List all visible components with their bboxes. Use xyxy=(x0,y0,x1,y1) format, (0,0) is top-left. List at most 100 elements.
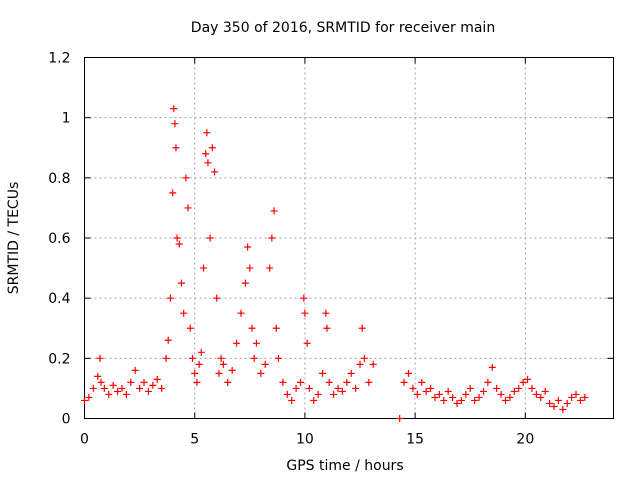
data-point-marker xyxy=(164,336,172,344)
data-point-marker xyxy=(519,378,527,386)
data-point-marker xyxy=(510,387,518,395)
data-point-marker xyxy=(193,378,201,386)
data-point-marker xyxy=(466,384,474,392)
y-axis-label: SRMTID / TECUs xyxy=(6,182,22,295)
data-point-marker xyxy=(169,189,177,197)
data-point-marker xyxy=(170,105,178,113)
data-point-marker xyxy=(532,390,540,398)
data-points xyxy=(81,105,589,422)
data-point-marker xyxy=(435,390,443,398)
data-point-marker xyxy=(252,339,260,347)
data-point-marker xyxy=(233,339,241,347)
data-point-marker xyxy=(211,168,219,176)
data-point-marker xyxy=(358,324,366,332)
data-point-marker xyxy=(330,390,338,398)
data-point-marker xyxy=(319,369,327,377)
data-point-marker xyxy=(89,384,97,392)
data-point-marker xyxy=(206,234,214,242)
data-point-marker xyxy=(274,354,282,362)
data-point-marker xyxy=(122,390,130,398)
data-point-marker xyxy=(303,339,311,347)
data-point-marker xyxy=(334,384,342,392)
data-point-marker xyxy=(462,390,470,398)
data-point-marker xyxy=(501,396,509,404)
data-point-marker xyxy=(237,309,245,317)
data-point-marker xyxy=(114,387,122,395)
data-point-marker xyxy=(369,360,377,368)
data-point-marker xyxy=(94,372,102,380)
data-point-marker xyxy=(431,393,439,401)
data-point-marker xyxy=(177,279,185,287)
data-point-marker xyxy=(457,396,465,404)
data-point-marker xyxy=(453,399,461,407)
data-point-marker xyxy=(479,387,487,395)
data-point-marker xyxy=(493,384,501,392)
data-point-marker xyxy=(283,390,291,398)
data-point-marker xyxy=(162,354,170,362)
data-point-marker xyxy=(405,369,413,377)
plot-frame xyxy=(84,57,614,419)
data-point-marker xyxy=(314,390,322,398)
data-point-marker xyxy=(184,204,192,212)
data-point-marker xyxy=(217,354,225,362)
data-point-marker xyxy=(488,363,496,371)
data-point-marker xyxy=(541,387,549,395)
data-point-marker xyxy=(246,264,254,272)
data-point-marker xyxy=(200,264,208,272)
y-tick-label: 0.4 xyxy=(48,291,70,307)
data-point-marker xyxy=(497,390,505,398)
data-point-marker xyxy=(257,369,265,377)
data-point-marker xyxy=(241,279,249,287)
data-point-marker xyxy=(559,405,567,413)
data-point-marker xyxy=(396,415,404,422)
data-point-marker xyxy=(409,384,417,392)
data-point-marker xyxy=(85,393,93,401)
data-point-marker xyxy=(250,354,258,362)
data-point-marker xyxy=(471,396,479,404)
data-point-marker xyxy=(554,396,562,404)
data-point-marker xyxy=(444,387,452,395)
data-point-marker xyxy=(158,384,166,392)
data-point-marker xyxy=(515,384,523,392)
data-point-marker xyxy=(266,264,274,272)
data-point-marker xyxy=(310,396,318,404)
y-tick-label: 1.2 xyxy=(48,51,70,67)
data-point-marker xyxy=(180,309,188,317)
data-point-marker xyxy=(191,369,199,377)
data-point-marker xyxy=(203,129,211,137)
data-point-marker xyxy=(581,393,589,401)
data-point-marker xyxy=(427,384,435,392)
data-point-marker xyxy=(208,144,216,152)
data-point-marker xyxy=(228,366,236,374)
data-point-marker xyxy=(568,393,576,401)
data-point-marker xyxy=(440,396,448,404)
data-point-marker xyxy=(484,378,492,386)
data-point-marker xyxy=(449,393,457,401)
data-point-marker xyxy=(248,324,256,332)
data-point-marker xyxy=(365,378,373,386)
y-tick-label: 0.8 xyxy=(48,171,70,187)
data-point-marker xyxy=(153,375,161,383)
x-tick-label: 5 xyxy=(190,432,199,448)
data-point-marker xyxy=(96,354,104,362)
data-point-marker xyxy=(131,366,139,374)
data-point-marker xyxy=(475,393,483,401)
data-point-marker xyxy=(213,294,221,302)
data-point-marker xyxy=(81,396,88,404)
data-point-marker xyxy=(140,378,148,386)
data-point-marker xyxy=(546,399,554,407)
data-point-marker xyxy=(413,390,421,398)
data-point-marker xyxy=(524,375,532,383)
data-point-marker xyxy=(202,150,210,158)
data-point-marker xyxy=(166,294,174,302)
data-point-marker xyxy=(204,159,212,167)
data-point-marker xyxy=(400,378,408,386)
data-point-marker xyxy=(175,240,183,248)
data-point-marker xyxy=(195,360,203,368)
data-point-marker xyxy=(279,378,287,386)
data-point-marker xyxy=(322,309,330,317)
data-point-marker xyxy=(261,360,269,368)
data-point-marker xyxy=(219,360,227,368)
data-point-marker xyxy=(118,384,126,392)
data-point-marker xyxy=(272,324,280,332)
